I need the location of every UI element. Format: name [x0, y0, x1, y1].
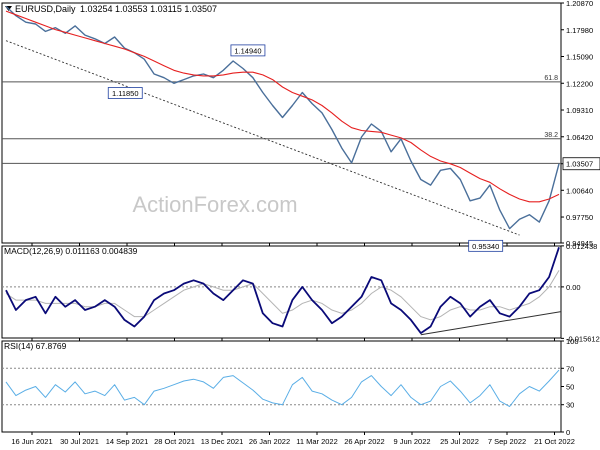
price-tick-label: 1.12200 — [566, 79, 593, 88]
macd-tick-label: -0.015612 — [566, 334, 600, 343]
last-price-box — [562, 157, 600, 171]
swing-label: 1.11850 — [112, 89, 139, 98]
rsi-tick-label: 0 — [566, 428, 570, 437]
x-tick-label: 11 Mar 2022 — [296, 437, 338, 446]
rsi-line — [5, 369, 560, 407]
price-tick-label: 0.94945 — [566, 239, 593, 248]
rsi-tick-label: 30 — [566, 401, 574, 410]
x-tick-label: 7 Sep 2022 — [488, 437, 526, 446]
rsi-frame — [1, 340, 562, 433]
x-axis: 16 Jun 2021 30 Jul 2021 14 Sep 2021 28 Oct … — [11, 243, 575, 446]
price-tick-label: 1.06420 — [566, 133, 593, 142]
symbol-label: EURUSD,Daily — [15, 4, 76, 14]
x-tick-label: 28 Oct 2021 — [154, 437, 195, 446]
ohlc-values: 1.03254 1.03553 1.03115 1.03507 — [80, 4, 217, 14]
macd-panel — [2, 247, 562, 336]
rsi-tick-label: 100 — [566, 337, 579, 346]
macd-trendline — [420, 311, 562, 336]
fib-level-label: 38.2 — [544, 132, 558, 139]
rsi-panel — [2, 367, 561, 407]
x-tick-label: 26 Apr 2022 — [344, 437, 384, 446]
price-tick-label: 1.03507 — [566, 160, 593, 169]
swing-label: 0.95340 — [472, 242, 499, 251]
fib-level-label: 61.8 — [544, 75, 558, 82]
watermark: ActionForex.com — [132, 192, 297, 217]
price-tick-label: 1.20870 — [566, 0, 593, 8]
rsi-tick-label: 50 — [566, 383, 574, 392]
swing-label-box — [468, 239, 504, 252]
macd-signal-line — [5, 270, 560, 321]
price-series-line — [5, 5, 560, 230]
price-panel: 61.8 38.2 1.14940 1.11850 0.95340 — [2, 5, 561, 252]
x-tick-label: 21 Oct 2022 — [534, 437, 575, 446]
rsi-tick-label: 70 — [566, 364, 574, 373]
y-axis: 1.20870 1.17980 1.15090 1.12200 1.09310 1.064… — [561, 0, 600, 437]
price-tick-label: 1.15090 — [566, 53, 593, 62]
swing-label: 1.14940 — [234, 46, 261, 55]
x-tick-label: 25 Jul 2022 — [440, 437, 479, 446]
swing-label-box — [107, 87, 143, 99]
x-tick-label: 13 Dec 2021 — [201, 437, 244, 446]
macd-tick-label: 0.00 — [566, 283, 581, 292]
macd-frame — [1, 245, 562, 339]
x-tick-label: 14 Sep 2021 — [106, 437, 149, 446]
price-frame — [1, 2, 562, 244]
macd-tick-label: 0.012438 — [566, 242, 597, 251]
x-tick-label: 16 Jun 2021 — [11, 437, 52, 446]
price-tick-label: 1.09310 — [566, 106, 593, 115]
price-tick-label: 0.97750 — [566, 213, 593, 222]
trendline — [5, 40, 520, 236]
macd-title: MACD(12,26,9) 0.011163 0.004839 — [4, 246, 138, 256]
moving-average-line — [5, 10, 560, 203]
x-tick-label: 9 Jun 2022 — [393, 437, 430, 446]
chart-frame — [1, 2, 562, 433]
x-tick-label: 26 Jan 2022 — [249, 437, 290, 446]
x-tick-label: 30 Jul 2021 — [60, 437, 99, 446]
swing-label-box — [230, 44, 266, 57]
macd-line — [5, 247, 560, 335]
rsi-title: RSI(14) 67.8769 — [4, 341, 67, 351]
price-tick-label: 1.00640 — [566, 186, 593, 195]
price-tick-label: 1.17980 — [566, 26, 593, 35]
